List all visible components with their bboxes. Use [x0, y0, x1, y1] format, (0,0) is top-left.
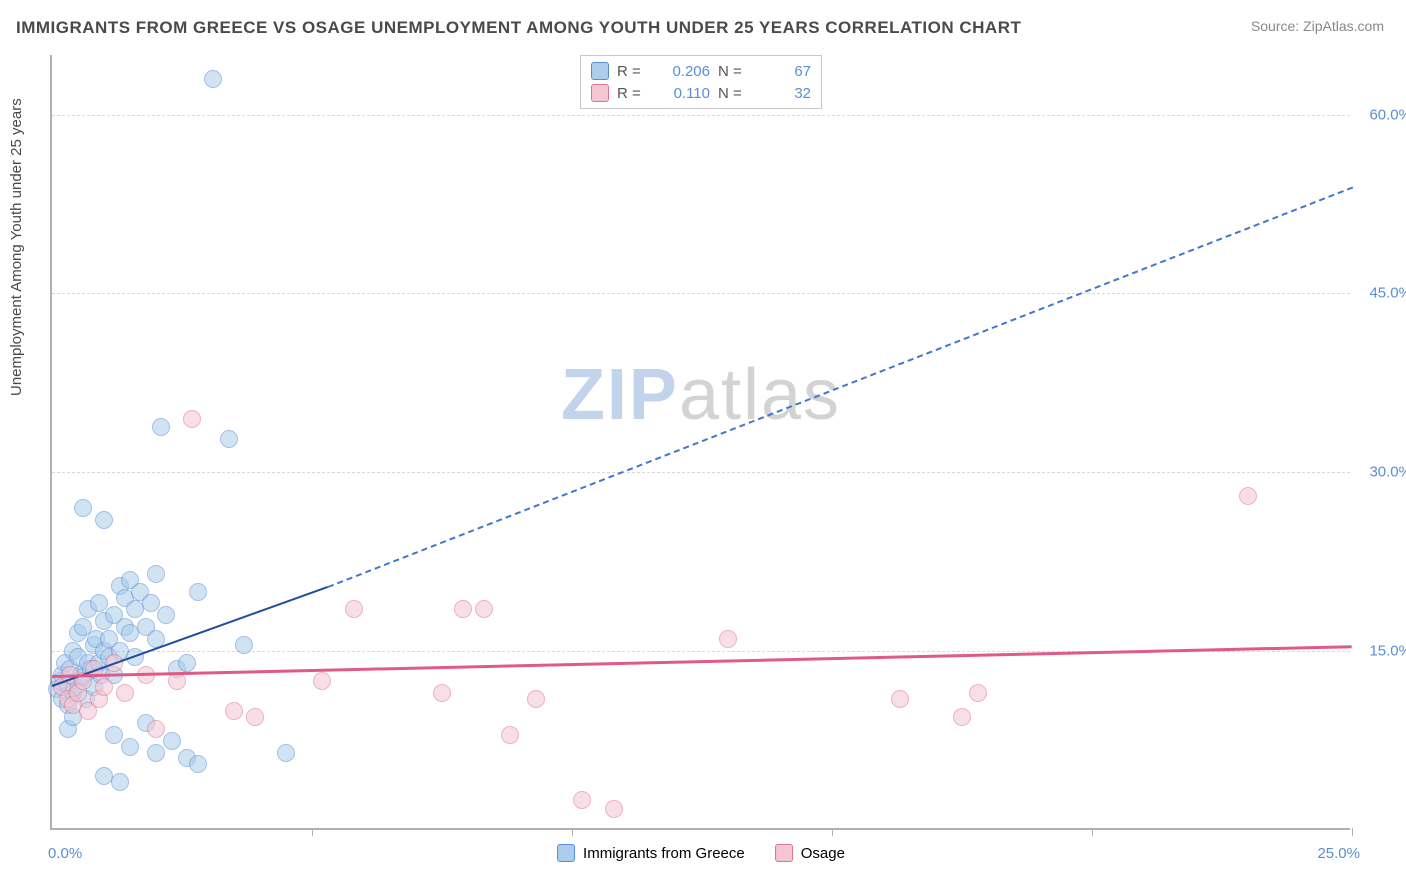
y-tick-label: 30.0% [1369, 464, 1406, 481]
y-axis-label: Unemployment Among Youth under 25 years [8, 98, 25, 396]
data-point [345, 600, 363, 618]
legend-swatch-0 [591, 62, 609, 80]
data-point [105, 726, 123, 744]
data-point [74, 499, 92, 517]
data-point [891, 690, 909, 708]
x-end-label: 25.0% [1317, 845, 1360, 862]
legend-row-series-0: R = 0.206 N = 67 [591, 60, 811, 82]
x-tick [312, 828, 313, 836]
x-origin-label: 0.0% [48, 845, 82, 862]
data-point [147, 720, 165, 738]
gridline-h [52, 115, 1350, 116]
x-tick [1352, 828, 1353, 836]
data-point [235, 636, 253, 654]
data-point [246, 708, 264, 726]
chart-title: IMMIGRANTS FROM GREECE VS OSAGE UNEMPLOY… [16, 18, 1021, 38]
data-point [573, 791, 591, 809]
data-point [277, 744, 295, 762]
data-point [147, 744, 165, 762]
x-tick [832, 828, 833, 836]
watermark: ZIPatlas [561, 354, 841, 436]
data-point [1239, 487, 1257, 505]
data-point [157, 606, 175, 624]
data-point [95, 678, 113, 696]
legend-row-series-1: R = 0.110 N = 32 [591, 82, 811, 104]
legend-swatch-1 [591, 84, 609, 102]
legend-swatch-0b [557, 844, 575, 862]
legend-label-0: Immigrants from Greece [583, 845, 745, 862]
data-point [121, 738, 139, 756]
trend-line [327, 186, 1352, 587]
legend-series: Immigrants from Greece Osage [557, 844, 845, 862]
data-point [142, 594, 160, 612]
legend-n-value-1: 32 [756, 85, 811, 102]
legend-r-label: R = [617, 85, 647, 102]
data-point [116, 684, 134, 702]
data-point [501, 726, 519, 744]
data-point [178, 654, 196, 672]
x-tick [1092, 828, 1093, 836]
x-tick [572, 828, 573, 836]
legend-correlation: R = 0.206 N = 67 R = 0.110 N = 32 [580, 55, 822, 109]
data-point [475, 600, 493, 618]
data-point [111, 773, 129, 791]
plot-area: ZIPatlas R = 0.206 N = 67 R = 0.110 N = … [50, 55, 1350, 830]
data-point [225, 702, 243, 720]
data-point [152, 418, 170, 436]
legend-r-value-1: 0.110 [655, 85, 710, 102]
watermark-zip: ZIP [561, 355, 679, 435]
data-point [163, 732, 181, 750]
gridline-h [52, 293, 1350, 294]
data-point [183, 410, 201, 428]
legend-swatch-1b [775, 844, 793, 862]
source-attribution: Source: ZipAtlas.com [1251, 18, 1384, 34]
data-point [147, 565, 165, 583]
legend-item-0: Immigrants from Greece [557, 844, 745, 862]
data-point [527, 690, 545, 708]
data-point [95, 511, 113, 529]
data-point [433, 684, 451, 702]
legend-n-value-0: 67 [756, 63, 811, 80]
data-point [90, 594, 108, 612]
data-point [454, 600, 472, 618]
y-tick-label: 60.0% [1369, 106, 1406, 123]
gridline-h [52, 472, 1350, 473]
legend-n-label: N = [718, 63, 748, 80]
legend-r-value-0: 0.206 [655, 63, 710, 80]
legend-label-1: Osage [801, 845, 845, 862]
data-point [719, 630, 737, 648]
legend-item-1: Osage [775, 844, 845, 862]
data-point [605, 800, 623, 818]
data-point [204, 70, 222, 88]
y-tick-label: 15.0% [1369, 643, 1406, 660]
data-point [313, 672, 331, 690]
y-tick-label: 45.0% [1369, 285, 1406, 302]
data-point [220, 430, 238, 448]
data-point [969, 684, 987, 702]
legend-r-label: R = [617, 63, 647, 80]
legend-n-label: N = [718, 85, 748, 102]
data-point [189, 755, 207, 773]
data-point [953, 708, 971, 726]
data-point [189, 583, 207, 601]
